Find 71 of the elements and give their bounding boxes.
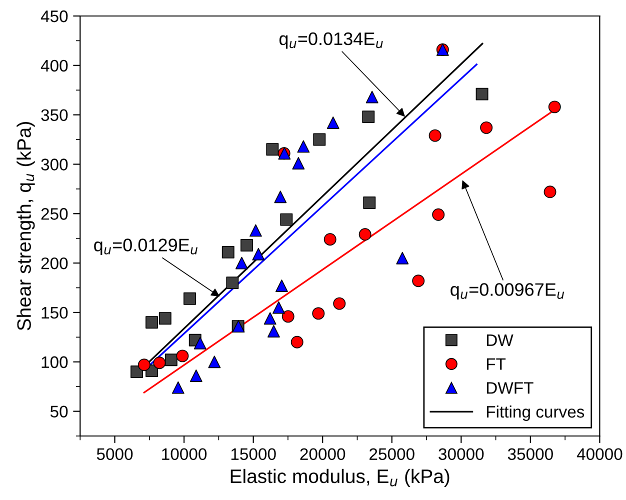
point [358, 228, 372, 241]
y-axis-title: Shear strength, q$_{u}$ (kPa) [16, 122, 35, 330]
x-tick-label: 10000 [162, 448, 207, 460]
y-tick-label: 450 [40, 10, 68, 22]
point [153, 356, 166, 370]
point [363, 196, 376, 210]
x-tick-label: 15000 [231, 448, 276, 460]
point [184, 292, 196, 305]
point [548, 100, 561, 114]
point [235, 256, 248, 270]
point [290, 336, 304, 348]
legend-label: DWFT [486, 382, 534, 394]
annotation: q$_{u}$=0.0134E$_{u}$ [279, 32, 383, 49]
annotation: q$_{u}$=0.00967E$_{u}$ [450, 283, 564, 300]
point [432, 208, 445, 221]
point [412, 274, 425, 288]
point [138, 358, 150, 372]
point [208, 356, 221, 368]
legend-label: FT [486, 358, 506, 370]
point [266, 143, 279, 156]
point [190, 369, 202, 382]
x-tick-label: 20000 [300, 448, 346, 460]
legend-label: Fitting curves [486, 405, 584, 421]
point [313, 133, 326, 146]
point [282, 310, 294, 323]
y-tick-label: 400 [40, 60, 68, 72]
y-tick-label: 300 [41, 158, 68, 170]
point [158, 312, 172, 325]
y-tick-label: 250 [41, 208, 68, 220]
point [366, 90, 378, 104]
point [428, 129, 442, 142]
point [333, 297, 346, 310]
annotation: q$_{u}$=0.0129E$_{u}$ [94, 238, 198, 255]
point [226, 276, 239, 290]
point [326, 116, 340, 129]
point [264, 312, 276, 325]
point [362, 110, 375, 124]
y-tick-label: 350 [41, 109, 68, 122]
x-tick-label: 25000 [370, 448, 414, 460]
point [274, 190, 287, 204]
x-tick-label: 40000 [576, 448, 622, 460]
point [275, 280, 288, 292]
point [252, 248, 265, 260]
point [172, 381, 184, 394]
point [146, 316, 158, 329]
point [476, 88, 488, 100]
point [480, 121, 493, 134]
point [267, 325, 280, 338]
point [164, 354, 178, 366]
point [194, 336, 206, 350]
point [272, 301, 285, 314]
point [324, 233, 336, 246]
point [222, 246, 234, 258]
y-tick-label: 50 [50, 406, 68, 418]
point [176, 350, 189, 362]
legend-label: DW [486, 334, 514, 346]
point [240, 239, 253, 252]
point [280, 213, 293, 226]
point [249, 224, 262, 237]
point [544, 186, 556, 198]
point [312, 307, 325, 320]
y-tick-label: 100 [42, 356, 68, 368]
x-axis-title: Elastic modulus, E$_{u}$ (kPa) [230, 468, 450, 488]
x-tick-label: 35000 [508, 448, 553, 460]
x-tick-label: 5000 [96, 448, 133, 460]
x-tick-label: 30000 [438, 448, 484, 460]
point [292, 157, 305, 170]
y-tick-label: 150 [42, 306, 68, 319]
point [297, 140, 310, 153]
point [396, 252, 409, 264]
y-tick-label: 200 [41, 257, 68, 270]
